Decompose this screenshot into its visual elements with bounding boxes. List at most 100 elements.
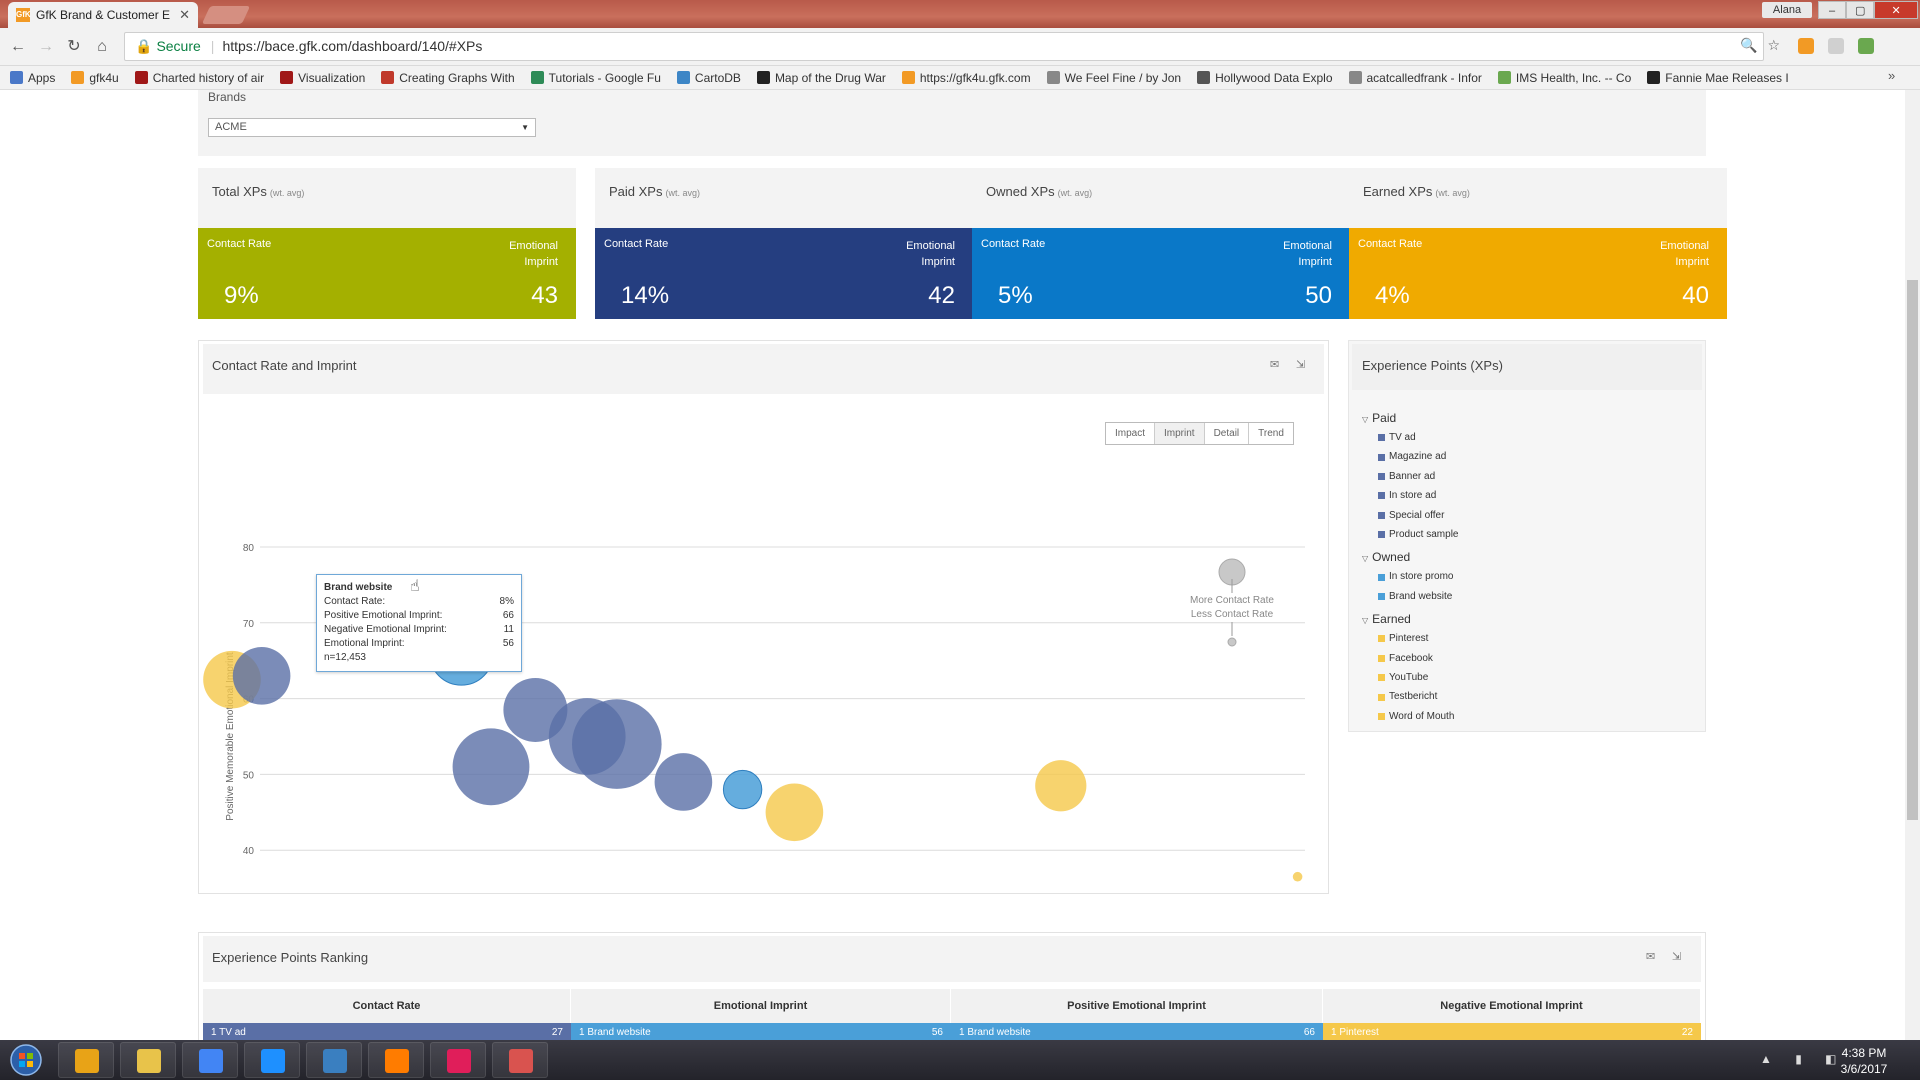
xp-item[interactable]: Testbericht [1362,687,1458,706]
bookmark-item[interactable]: Creating Graphs With [381,71,515,85]
xp-item[interactable]: Magazine ad [1362,447,1458,466]
brand-select[interactable]: ACME ▼ [208,118,536,137]
bubble-paid[interactable] [452,728,530,806]
chevron-down-icon[interactable]: ▽ [1362,415,1369,424]
xp-item[interactable]: Banner ad [1362,467,1458,486]
bubble-owned[interactable] [722,769,763,810]
ranking-column-header[interactable]: Contact Rate [203,989,571,1023]
bubble-earned[interactable] [1035,760,1087,812]
ranking-column-header[interactable]: Negative Emotional Imprint [1323,989,1701,1023]
close-window-icon[interactable]: ✕ [1874,1,1918,19]
window-user-badge[interactable]: Alana [1762,2,1812,18]
bookmark-item[interactable]: Charted history of air [134,71,264,85]
chevron-down-icon[interactable]: ▽ [1362,554,1369,564]
email-icon[interactable]: ✉ [1270,359,1280,371]
bookmark-item[interactable]: Fannie Mae Releases I [1647,71,1789,85]
home-icon[interactable]: ⌂ [97,38,107,55]
ranking-row[interactable]: 1 Pinterest 22 [1323,1023,1701,1040]
xp-item[interactable]: TV ad [1362,428,1458,447]
windows-start-icon[interactable] [4,1041,48,1079]
kpi-contact-label: Contact Rate [604,238,669,250]
kpi-contact-label: Contact Rate [981,238,1046,250]
maximize-icon[interactable]: ▢ [1846,1,1875,19]
tooltip-row-value: 66 [502,610,514,621]
ranking-row[interactable]: 1 Brand website 66 [951,1023,1323,1040]
bubble-paid[interactable] [654,753,713,811]
minimize-icon[interactable]: – [1818,1,1847,19]
back-arrow-icon[interactable]: ← [10,38,26,55]
bookmark-item[interactable]: IMS Health, Inc. -- Co [1497,71,1631,85]
bubble-earned[interactable] [765,783,824,842]
ranking-export-icon[interactable]: ⇲ [1672,951,1682,963]
zoom-icon[interactable]: 🔍 [1740,37,1758,53]
export-icon[interactable]: ⇲ [1296,359,1306,371]
bookmark-item[interactable]: Hollywood Data Explo [1197,71,1333,85]
kpi-card[interactable]: Contact Rate Emotional Imprint 5% 50 [972,228,1350,319]
bookmark-item[interactable]: gfk4u [71,71,119,85]
taskbar-explorer[interactable] [120,1042,176,1078]
bookmark-item[interactable]: Map of the Drug War [756,71,886,85]
extension-leaf-icon[interactable] [1858,38,1874,54]
bubble-paid[interactable] [232,647,291,705]
tab-impact[interactable]: Impact [1106,423,1156,444]
xp-item[interactable]: Brand website [1362,587,1458,606]
bookmarks-overflow-icon[interactable]: » [1888,68,1896,83]
bookmark-item[interactable]: https://gfk4u.gfk.com [901,71,1031,85]
windows-taskbar [0,1040,1920,1080]
bubble-earned[interactable] [1292,871,1303,882]
xp-item[interactable]: YouTube [1362,668,1458,687]
bookmark-item[interactable]: Visualization [280,71,365,85]
reload-icon[interactable]: ↻ [67,38,81,55]
close-tab-icon[interactable]: ✕ [179,7,190,22]
kpi-card[interactable]: Contact Rate Emotional Imprint 14% 42 [595,228,973,319]
ranking-column-header[interactable]: Emotional Imprint [571,989,951,1023]
taskbar-illustrator[interactable] [368,1042,424,1078]
xp-item-label: Special offer [1389,509,1445,521]
xp-item[interactable]: In store ad [1362,486,1458,505]
extension-gfk-icon[interactable] [1798,38,1814,54]
browser-tab-active[interactable]: GfK GfK Brand & Customer E ✕ [8,2,198,28]
taskbar-clock[interactable]: 4:38 PM 3/6/2017 [1822,1045,1906,1077]
bubble-paid[interactable] [572,699,662,789]
bookmark-item[interactable]: We Feel Fine / by Jon [1046,71,1181,85]
bookmark-item[interactable]: Apps [10,71,55,85]
system-tray-icons[interactable]: ▲ ▮ ◧ [1760,1052,1847,1066]
ranking-row[interactable]: 1 TV ad 27 [203,1023,571,1040]
taskbar-internet-explorer[interactable] [244,1042,300,1078]
tab-trend[interactable]: Trend [1249,423,1293,444]
xp-item[interactable]: Pinterest [1362,629,1458,648]
taskbar-slack[interactable] [430,1042,486,1078]
xp-item-label: TV ad [1389,432,1416,443]
xp-group-owned[interactable]: ▽ Owned [1362,549,1458,567]
xp-item[interactable]: In store promo [1362,567,1458,586]
xp-group-earned[interactable]: ▽ Earned [1362,611,1458,629]
ranking-row[interactable]: 1 Brand website 56 [571,1023,951,1040]
xp-item[interactable]: Special offer [1362,506,1458,525]
kpi-card[interactable]: Contact Rate Emotional Imprint 9% 43 [198,228,576,319]
xp-item[interactable]: Facebook [1362,649,1458,668]
xp-item-label: In store promo [1389,571,1454,583]
chevron-down-icon[interactable]: ▽ [1362,616,1369,626]
extension-puzzle-icon[interactable] [1828,38,1844,54]
kpi-header: Owned XPs (wt. avg) [972,168,1350,230]
xp-group-paid[interactable]: ▽ Paid [1362,410,1458,428]
bookmark-item[interactable]: CartoDB [676,71,741,85]
kpi-card[interactable]: Contact Rate Emotional Imprint 4% 40 [1349,228,1727,319]
xp-item[interactable]: Word of Mouth [1362,707,1458,726]
tab-imprint[interactable]: Imprint [1155,423,1205,444]
ranking-email-icon[interactable]: ✉ [1646,951,1656,963]
bookmark-item[interactable]: Tutorials - Google Fu [530,71,661,85]
forward-arrow-icon[interactable]: → [38,38,54,55]
bookmark-star-icon[interactable]: ☆ [1767,37,1780,53]
address-bar[interactable]: 🔒 Secure | https://bace.gfk.com/dashboard/1… [124,32,1764,61]
new-tab-button[interactable] [201,6,251,24]
xp-item[interactable]: Product sample [1362,525,1458,544]
taskbar-snipping-tool[interactable] [492,1042,548,1078]
taskbar-outlook[interactable] [58,1042,114,1078]
taskbar-app[interactable] [306,1042,362,1078]
taskbar-chrome[interactable] [182,1042,238,1078]
scrollbar-thumb[interactable] [1907,280,1918,820]
bookmark-item[interactable]: acatcalledfrank - Infor [1348,71,1482,85]
ranking-column-header[interactable]: Positive Emotional Imprint [951,989,1323,1023]
tab-detail[interactable]: Detail [1204,423,1250,444]
